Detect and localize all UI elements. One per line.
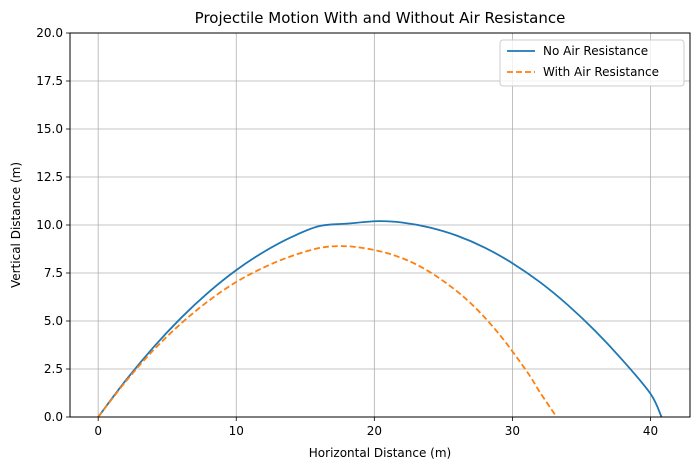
y-tick-label: 7.5 [44,266,63,280]
x-tick-label: 30 [505,424,520,438]
y-tick-label: 12.5 [36,170,63,184]
y-tick-label: 5.0 [44,314,63,328]
legend-label-no-air-resistance: No Air Resistance [543,44,648,58]
x-tick-label: 10 [229,424,244,438]
x-tick-label: 40 [643,424,658,438]
y-tick-label: 20.0 [36,26,63,40]
x-tick-label: 20 [367,424,382,438]
y-tick-label: 0.0 [44,410,63,424]
y-axis-label: Vertical Distance (m) [9,162,23,288]
series-line-no-air-resistance [97,220,663,418]
y-tick-label: 10.0 [36,218,63,232]
chart-title: Projectile Motion With and Without Air R… [195,9,566,27]
plot-area: 0 10 20 30 40 0.0 2.5 5.0 7.5 10.0 12.5 15.0 17.5 20… [36,26,691,438]
series-lines [97,220,663,418]
legend-box [499,39,685,87]
y-axis: 0.0 2.5 5.0 7.5 10.0 12.5 15.0 17.5 20.0 [36,26,70,424]
y-tick-label: 2.5 [44,362,63,376]
x-axis: 0 10 20 30 40 [94,417,658,438]
x-tick-label: 0 [94,424,102,438]
y-tick-label: 15.0 [36,122,63,136]
legend: No Air Resistance With Air Resistance [499,39,685,87]
x-axis-label: Horizontal Distance (m) [309,446,451,460]
y-tick-label: 17.5 [36,74,63,88]
legend-label-with-air-resistance: With Air Resistance [543,65,659,79]
